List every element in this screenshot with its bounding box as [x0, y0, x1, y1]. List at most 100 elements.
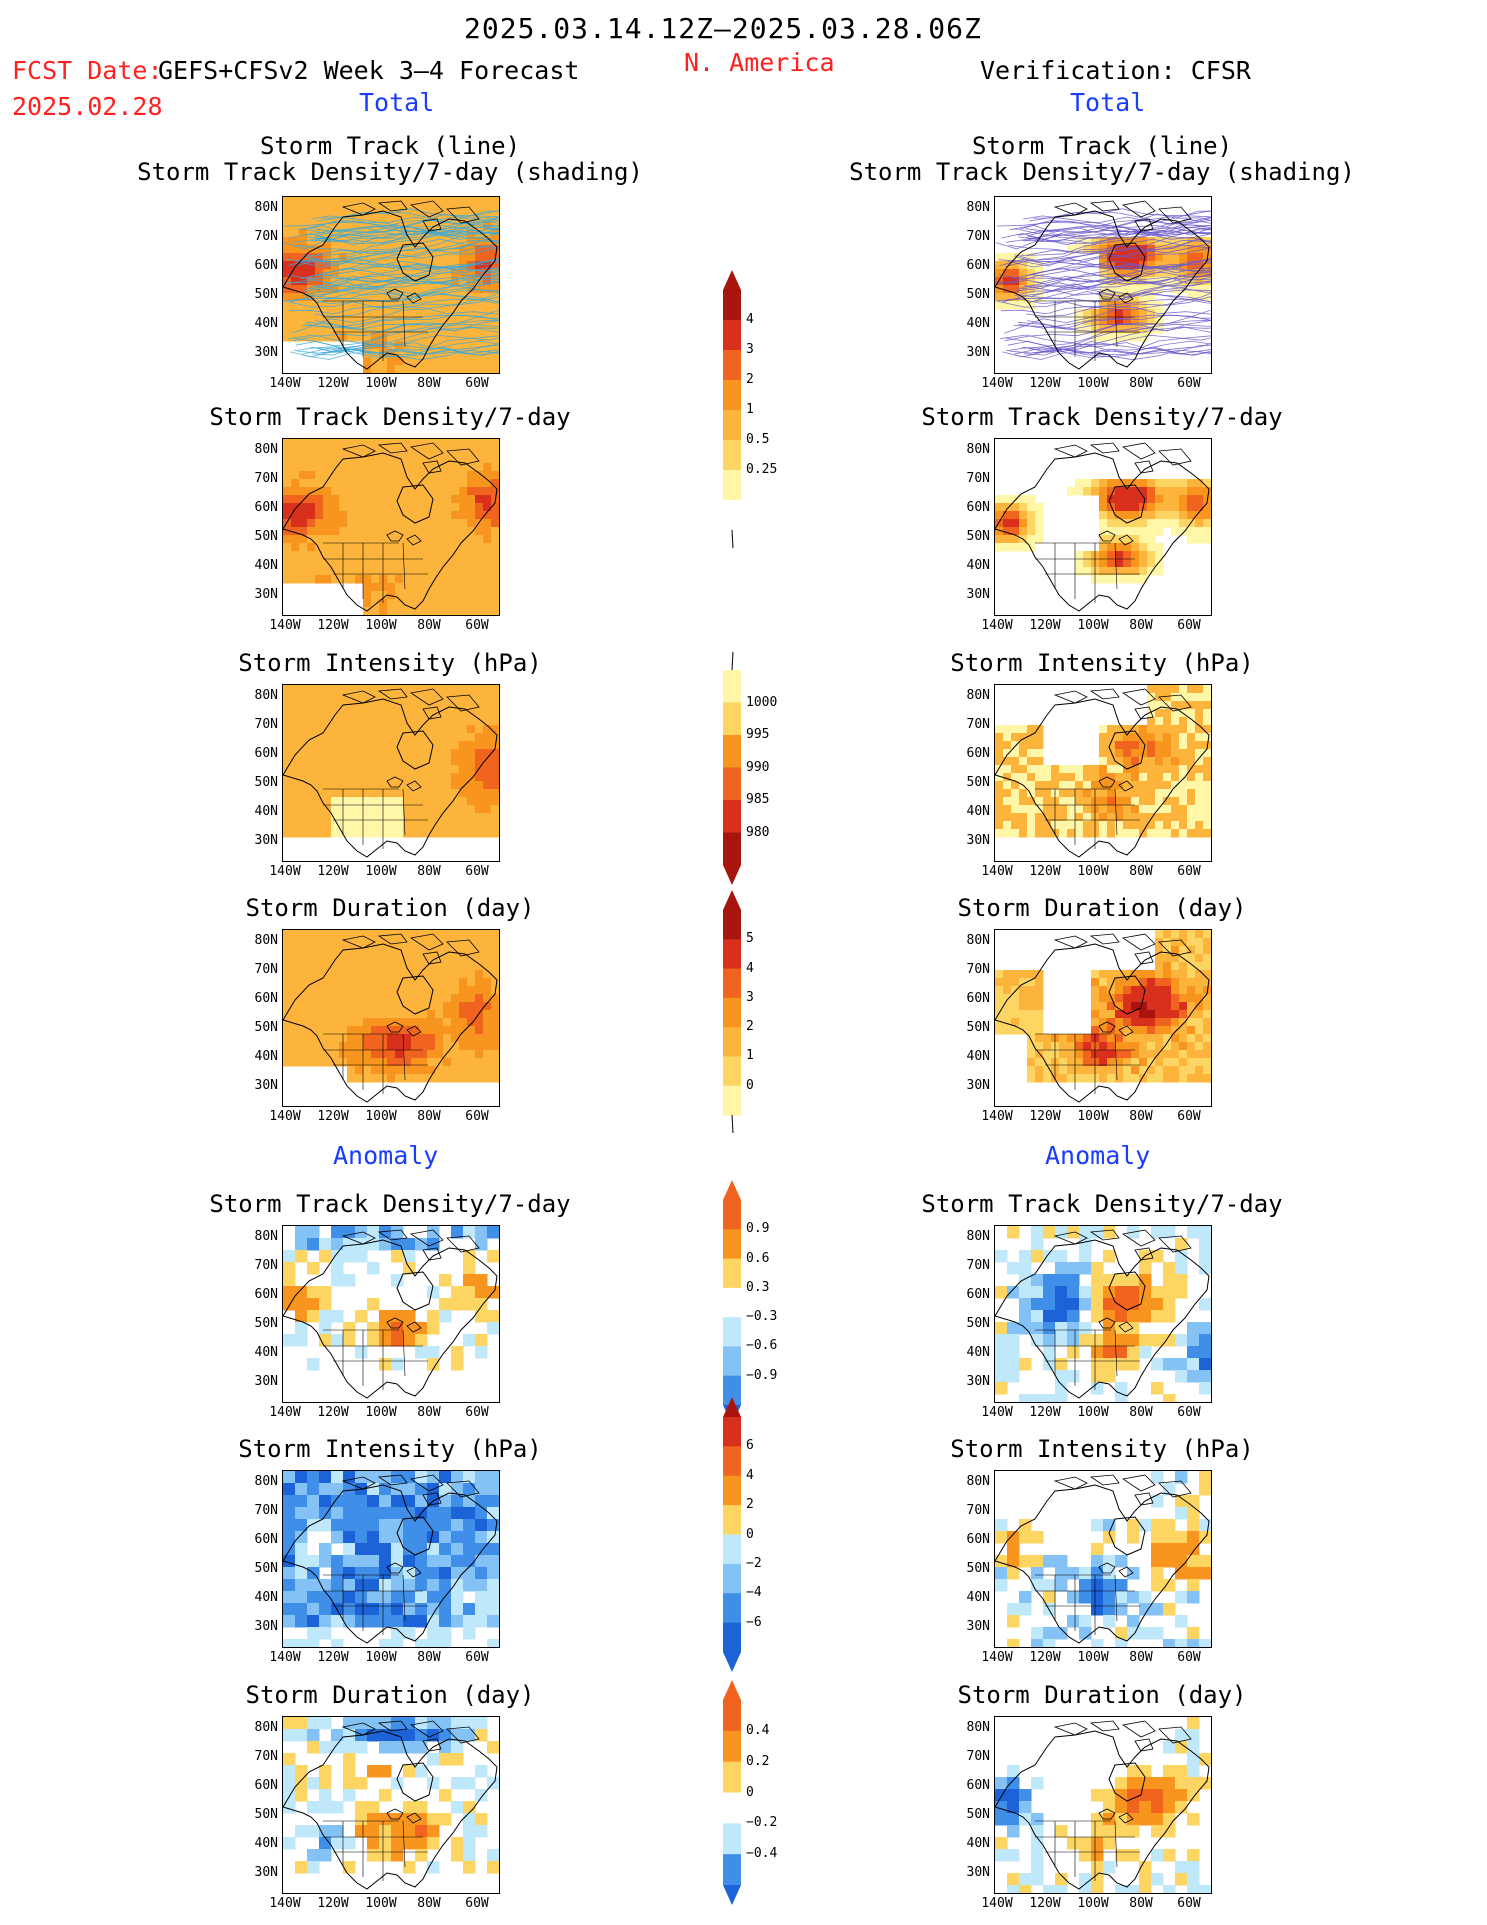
shading-cell — [299, 725, 308, 734]
shading-cell — [463, 1298, 476, 1311]
shading-cell — [379, 1322, 392, 1335]
shading-cell — [307, 479, 316, 488]
shading-cell — [491, 439, 499, 448]
shading-cell — [363, 1010, 372, 1019]
shading-cell — [1139, 805, 1148, 814]
shading-cell — [1195, 245, 1204, 254]
shading-cell — [451, 994, 460, 1003]
storm-track-line — [1014, 224, 1211, 239]
shading-cell — [395, 1066, 404, 1075]
shading-cell — [1203, 245, 1211, 254]
shading-cell — [1147, 237, 1156, 246]
shading-cell — [379, 749, 388, 758]
shading-cell — [379, 1813, 392, 1826]
shading-cell — [379, 357, 388, 366]
shading-cell — [427, 978, 436, 987]
shading-cell — [1179, 1018, 1188, 1027]
shading-cell — [1103, 1825, 1116, 1838]
shading-cell — [1195, 511, 1204, 520]
shading-cell — [1195, 749, 1204, 758]
storm-track-line — [313, 224, 499, 233]
shading-cell — [1003, 253, 1012, 262]
shading-cell — [387, 685, 396, 694]
shading-cell — [1075, 317, 1084, 326]
lat-tick-label: 70N — [254, 1749, 278, 1764]
shading-cell — [1131, 309, 1140, 318]
lat-tick-label: 60N — [254, 500, 278, 515]
shading-cell — [1019, 511, 1028, 520]
shading-cell — [299, 821, 308, 830]
shading-cell — [403, 978, 412, 987]
shading-cell — [1187, 253, 1196, 262]
shading-cell — [1123, 994, 1132, 1003]
shading-cell — [451, 245, 460, 254]
shading-cell — [1055, 1885, 1068, 1893]
shading-cell — [411, 463, 420, 472]
shading-cell — [355, 455, 364, 464]
shading-cell — [439, 1274, 452, 1287]
shading-cell — [419, 575, 428, 584]
shading-cell — [1075, 1042, 1084, 1051]
shading-cell — [363, 519, 372, 528]
shading-cell — [1019, 1885, 1032, 1893]
shading-cell — [451, 527, 460, 536]
shading-cell — [283, 269, 292, 278]
shading-cell — [1003, 757, 1012, 766]
shading-cell — [1011, 797, 1020, 806]
shading-cell — [1075, 797, 1084, 806]
shading-cell — [291, 197, 300, 206]
shading-cell — [291, 701, 300, 710]
shading-cell — [347, 970, 356, 979]
shading-cell — [307, 1777, 320, 1790]
shading-cell — [1187, 938, 1196, 947]
shading-cell — [367, 1729, 380, 1742]
shading-cell — [395, 829, 404, 838]
shading-cell — [491, 970, 499, 979]
colorbar-tick-label: −0.2 — [746, 1815, 778, 1831]
shading-cell — [363, 567, 372, 576]
shading-cell — [467, 733, 476, 742]
shading-cell — [1163, 773, 1172, 782]
shading-cell — [1163, 930, 1172, 939]
shading-cell — [427, 1627, 440, 1640]
shading-cell — [1115, 551, 1124, 560]
shading-cell — [1131, 986, 1140, 995]
shading-cell — [1027, 986, 1036, 995]
arctic-islands-outline — [341, 1474, 480, 1506]
shading-cell — [283, 213, 292, 222]
shading-cell — [291, 813, 300, 822]
shading-cell — [443, 821, 452, 830]
shading-cell — [1107, 1026, 1116, 1035]
shading-cell — [323, 986, 332, 995]
shading-cell — [291, 781, 300, 790]
shading-cell — [451, 970, 460, 979]
shading-cell — [411, 365, 420, 373]
shading-cell — [419, 797, 428, 806]
shading-cell — [291, 717, 300, 726]
shading-cell — [1079, 1591, 1092, 1604]
shading-cell — [439, 1507, 452, 1520]
arctic-islands-outline — [1053, 1720, 1192, 1752]
shading-cell — [403, 1010, 412, 1019]
shading-cell — [483, 245, 492, 254]
shading-cell — [363, 757, 372, 766]
shading-cell — [355, 773, 364, 782]
shading-cell — [1099, 487, 1108, 496]
shading-cell — [1075, 829, 1084, 838]
storm-track-line — [1017, 278, 1211, 297]
shading-cell — [443, 1050, 452, 1059]
shading-cells — [995, 930, 1211, 1083]
shading-cell — [1203, 253, 1211, 262]
shading-cell — [347, 317, 356, 326]
shading-cell — [403, 709, 412, 718]
shading-cell — [419, 333, 428, 342]
shading-cell — [435, 607, 444, 615]
shading-cell — [1019, 1310, 1032, 1323]
shading-cell — [1067, 1274, 1080, 1287]
shading-cell — [443, 463, 452, 472]
shading-cell — [419, 805, 428, 814]
shading-cell — [1115, 269, 1124, 278]
shading-cell — [1155, 970, 1164, 979]
shading-cell — [395, 1018, 404, 1027]
shading-cell — [1027, 1034, 1036, 1043]
